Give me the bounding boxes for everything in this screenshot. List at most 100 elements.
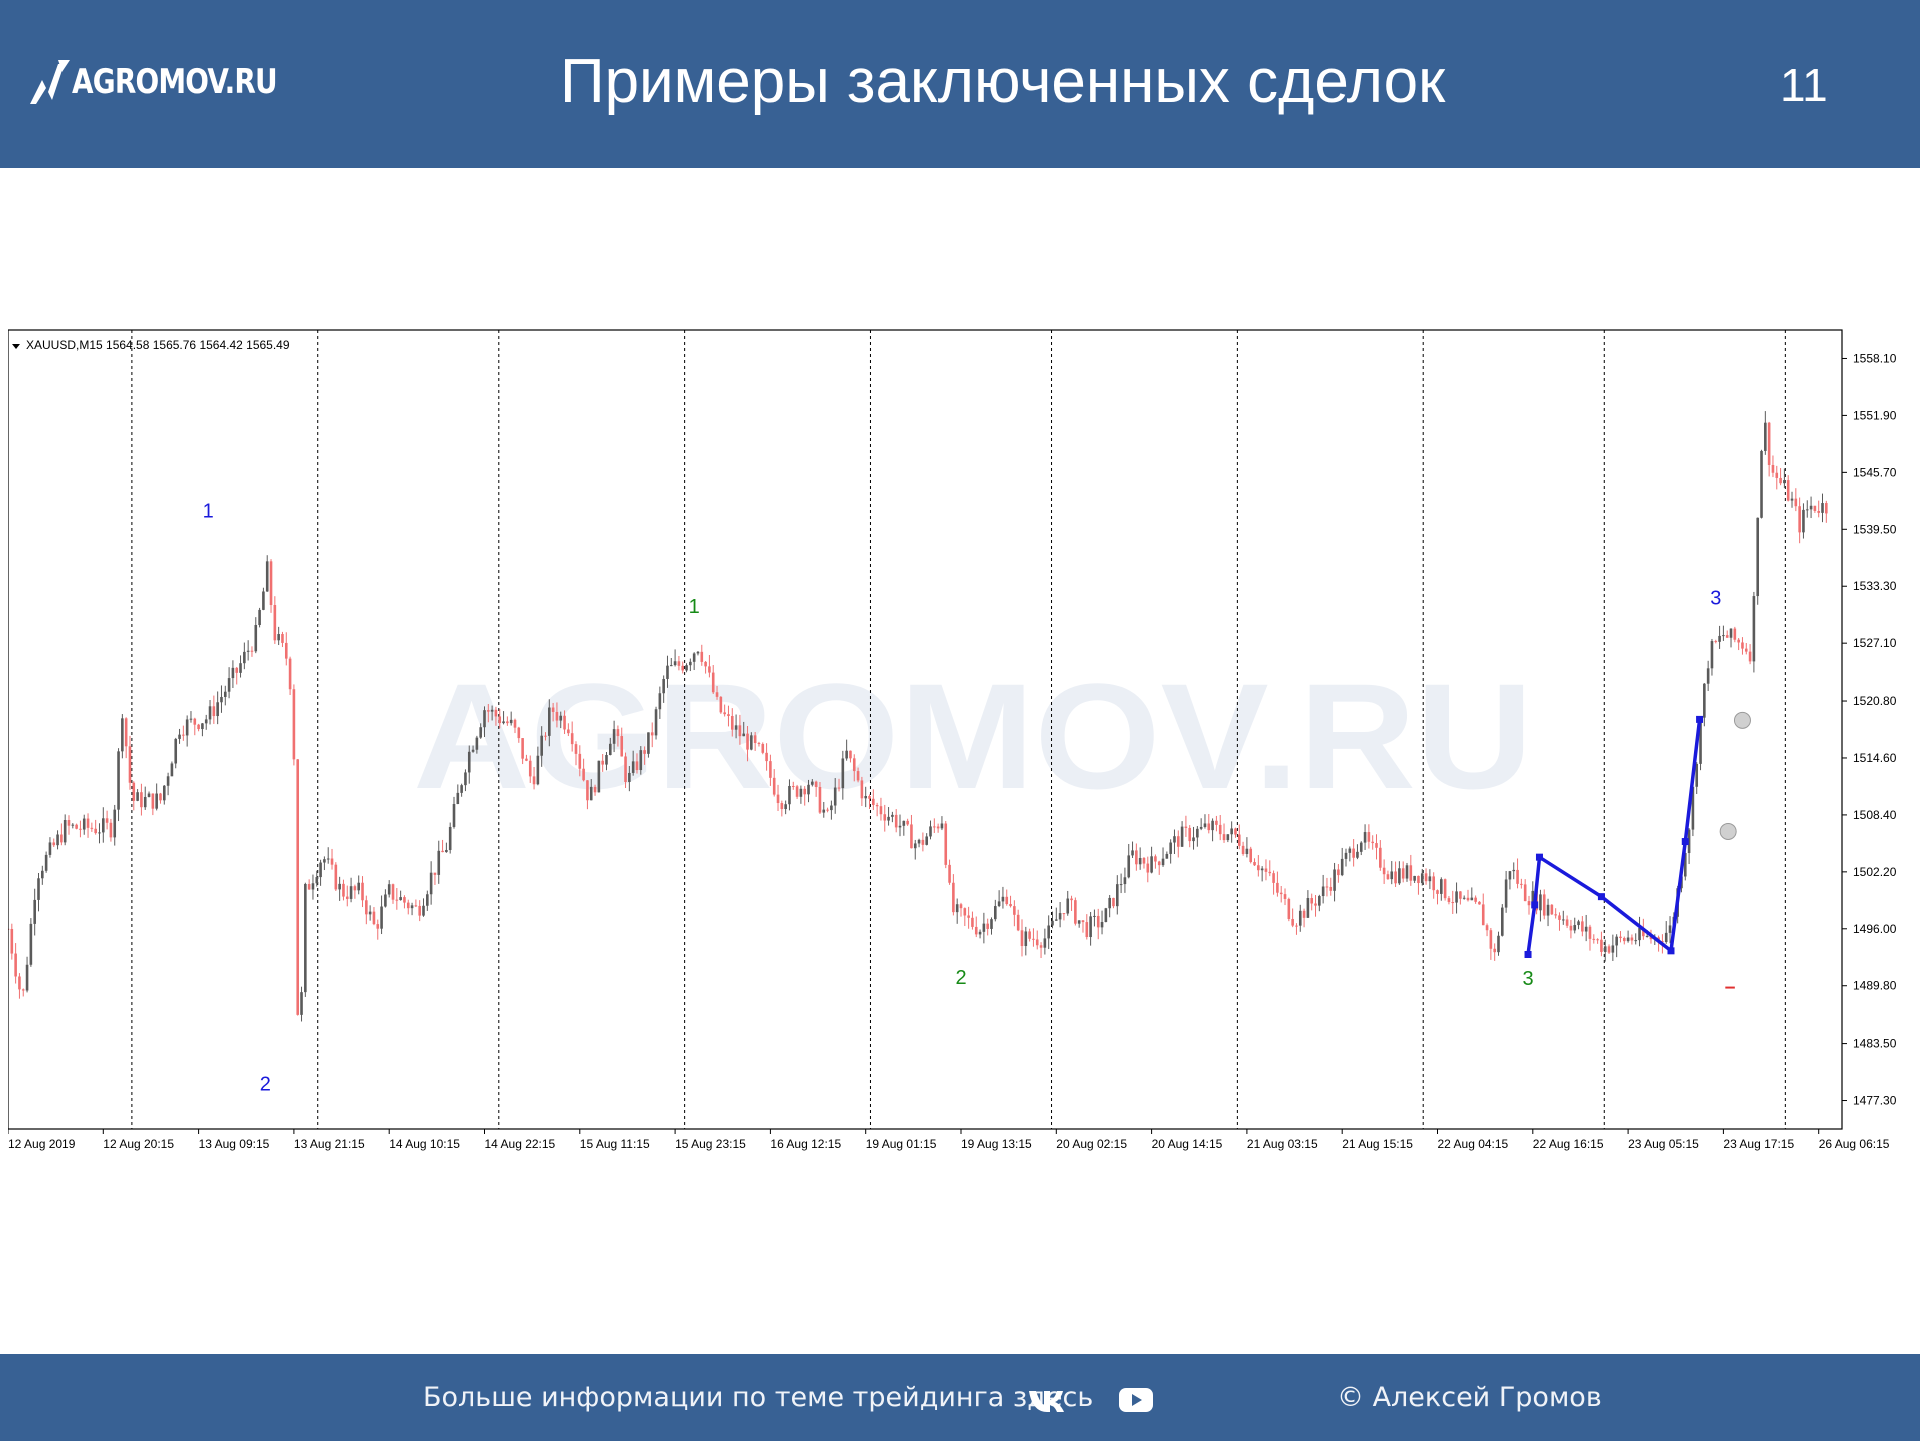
y-tick-label: 1545.70: [1853, 465, 1897, 479]
candle: [845, 739, 848, 761]
candle: [517, 726, 521, 743]
youtube-icon[interactable]: [1118, 1386, 1154, 1414]
candle: [1264, 859, 1268, 881]
x-tick-label: 22 Aug 04:15: [1438, 1137, 1509, 1151]
candle: [1157, 860, 1161, 875]
candle: [117, 748, 120, 822]
candle: [460, 783, 463, 797]
candle: [1146, 856, 1150, 883]
candle: [1626, 930, 1630, 943]
candle: [852, 754, 856, 782]
wave-pattern-point: [1524, 951, 1532, 959]
candle: [1119, 873, 1123, 894]
candle: [452, 796, 456, 829]
candle: [1024, 926, 1028, 956]
candle: [1401, 861, 1405, 883]
candle: [307, 879, 311, 890]
candle: [1100, 910, 1104, 935]
candle: [681, 661, 685, 674]
dropdown-triangle-icon[interactable]: [12, 344, 20, 349]
candle: [1394, 861, 1397, 888]
candle: [658, 686, 662, 719]
candle: [1131, 841, 1134, 859]
candle: [1180, 821, 1184, 848]
candle: [300, 986, 303, 1022]
candle: [269, 559, 273, 613]
candle: [1398, 861, 1401, 885]
candle: [605, 751, 608, 771]
candle: [933, 818, 936, 834]
candle: [1302, 908, 1306, 928]
candle: [10, 923, 14, 960]
candle: [1561, 910, 1565, 925]
candle: [990, 917, 993, 935]
candle: [784, 800, 787, 815]
candle: [1150, 846, 1153, 874]
candle: [879, 797, 883, 821]
slide-title: Примеры заключенных сделок: [560, 47, 1446, 116]
candle: [357, 875, 361, 895]
candle: [586, 780, 589, 810]
candle: [1775, 465, 1779, 490]
candle: [471, 745, 475, 753]
candle: [441, 839, 444, 853]
candle: [1455, 882, 1458, 914]
candle: [342, 879, 345, 901]
candle: [1527, 895, 1531, 915]
wave-label: 2: [260, 1073, 271, 1095]
candle: [25, 956, 29, 993]
candle: [387, 880, 391, 898]
candle: [1249, 846, 1253, 864]
candle: [1588, 924, 1592, 951]
candle: [326, 847, 330, 864]
candle: [532, 767, 536, 790]
candle: [971, 911, 974, 930]
candle: [467, 745, 471, 784]
candle: [21, 988, 25, 997]
candle: [1318, 894, 1321, 912]
candle: [448, 822, 452, 854]
candle: [1028, 928, 1031, 942]
candle: [1287, 897, 1291, 922]
candle: [875, 802, 879, 817]
candle: [1760, 449, 1763, 519]
vk-icon[interactable]: [1027, 1388, 1071, 1414]
candle: [799, 785, 803, 804]
candle: [414, 899, 418, 908]
candle: [555, 702, 559, 728]
y-tick-label: 1489.80: [1853, 979, 1897, 993]
x-tick-label: 20 Aug 14:15: [1152, 1137, 1223, 1151]
wave-label: 3: [1522, 968, 1533, 990]
candle: [776, 784, 780, 812]
candle: [1470, 887, 1474, 901]
candle: [323, 856, 326, 871]
agromov-logo[interactable]: AGROMOV.RU: [28, 56, 322, 108]
x-tick-label: 21 Aug 15:15: [1342, 1137, 1413, 1151]
candle: [1218, 814, 1222, 841]
candle: [90, 822, 94, 832]
candle: [1058, 901, 1062, 928]
candle: [433, 872, 437, 885]
candle: [509, 711, 513, 726]
candle: [1096, 908, 1100, 940]
candle: [791, 781, 795, 790]
candle: [1001, 886, 1005, 909]
candle: [1725, 630, 1729, 638]
candle: [1821, 493, 1824, 523]
candle: [669, 658, 673, 667]
candle: [353, 884, 357, 899]
candle: [540, 726, 543, 767]
candle: [273, 596, 277, 644]
candle: [223, 685, 227, 706]
candle: [456, 784, 460, 805]
candle: [1051, 911, 1054, 929]
candle: [319, 859, 322, 886]
candle: [734, 714, 738, 739]
candle: [1272, 870, 1275, 895]
candle: [891, 811, 894, 823]
candle: [536, 746, 540, 786]
candle: [1695, 762, 1699, 794]
y-tick-label: 1539.50: [1853, 522, 1897, 536]
x-tick-label: 20 Aug 02:15: [1056, 1137, 1127, 1151]
candle: [548, 699, 551, 747]
